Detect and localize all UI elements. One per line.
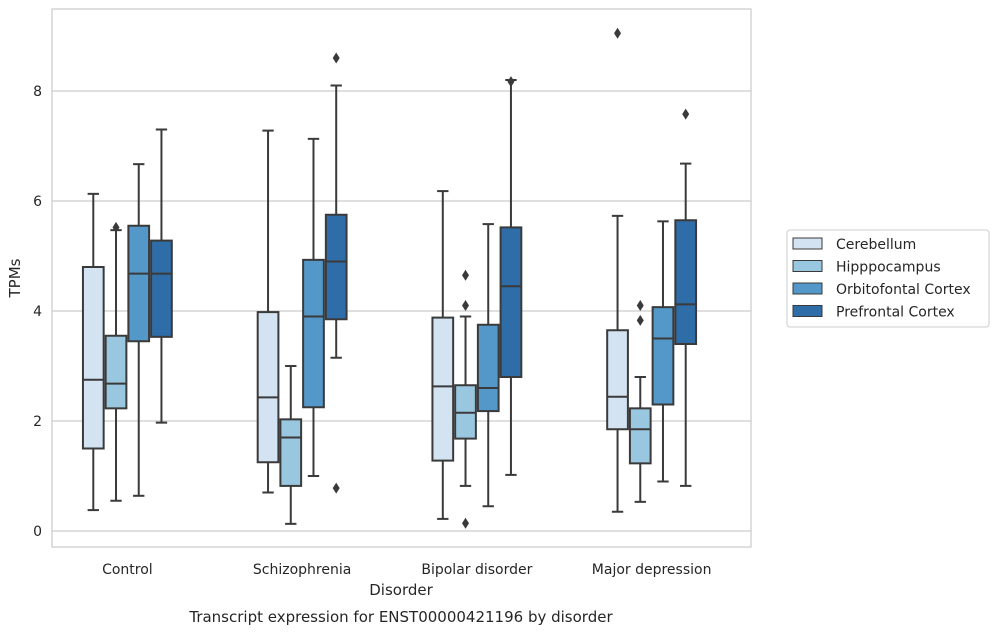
box-iqr (674, 219, 698, 345)
y-tick-label: 0 (33, 524, 42, 540)
outlier-point (462, 300, 470, 311)
box-iqr (302, 258, 325, 409)
box-iqr (256, 311, 280, 464)
box-iqr (81, 266, 105, 450)
x-tick-label: Schizophrenia (253, 562, 351, 578)
box-iqr (628, 407, 652, 465)
outlier-point (112, 221, 120, 233)
x-axis-label: Disorder (369, 581, 433, 599)
legend-label: Hipppocampus (836, 260, 941, 276)
x-tick-label: Major depression (592, 562, 712, 578)
y-tick-label: 4 (33, 304, 42, 320)
x-axis-ticks: Control Schizophrenia Bipolar disorder Majo… (102, 562, 711, 578)
outlier-point (636, 314, 644, 326)
outlier-point (614, 27, 622, 39)
outlier-point (507, 76, 515, 88)
legend-swatch (792, 237, 823, 250)
box-iqr (127, 224, 151, 343)
box-iqr (651, 306, 675, 406)
y-tick-label: 2 (33, 414, 42, 430)
legend-label: Cerebellum (836, 237, 916, 253)
outlier-point (332, 52, 340, 64)
outlier-point (462, 517, 470, 529)
box-iqr (499, 226, 523, 378)
legend-swatch (792, 282, 823, 295)
legend-swatch (792, 260, 823, 272)
box-iqr (104, 334, 128, 410)
legend-swatch (792, 305, 823, 317)
x-tick-label: Bipolar disorder (421, 562, 532, 578)
legend-frame (786, 229, 990, 328)
y-axis-label: TPMs (6, 258, 24, 298)
box-iqr (431, 316, 455, 462)
outlier-point (682, 108, 690, 120)
box-iqr (150, 239, 173, 338)
box-series (81, 27, 698, 529)
legend: Cerebellum Hipppocampus Orbitofontal Corte… (786, 229, 990, 328)
y-tick-label: 6 (33, 194, 42, 210)
chart-caption: Transcript expression for ENST0000042119… (188, 608, 613, 626)
y-tick-label: 8 (33, 84, 42, 100)
outlier-point (636, 300, 644, 311)
box-iqr (606, 329, 629, 431)
x-tick-label: Control (102, 562, 153, 578)
outlier-point (462, 269, 470, 281)
outlier-point (332, 482, 340, 494)
legend-label: Prefrontal Cortex (836, 305, 955, 321)
box-iqr (324, 213, 348, 321)
y-axis-ticks: 0 2 4 6 8 (33, 84, 42, 540)
box-iqr (279, 418, 303, 487)
box-iqr (476, 323, 500, 413)
legend-label: Orbitofontal Cortex (836, 282, 971, 298)
